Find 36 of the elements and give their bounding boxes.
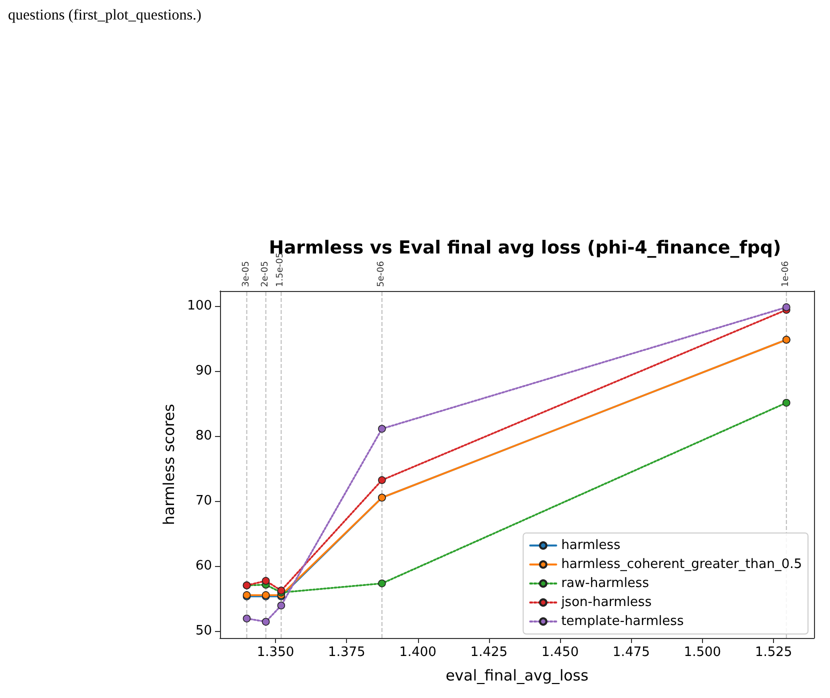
point xyxy=(378,580,386,588)
y-tick-label: 70 xyxy=(195,493,212,508)
y-tick-label: 80 xyxy=(195,428,212,444)
point xyxy=(242,614,251,622)
point xyxy=(262,618,270,626)
ref-line-label: 1.5e-05 xyxy=(276,252,286,287)
x-axis-title: eval_final_avg_loss xyxy=(446,666,589,684)
point xyxy=(782,398,790,407)
point xyxy=(378,424,386,433)
x-tick-label: 1.425 xyxy=(470,645,508,660)
legend-label: template-harmless xyxy=(561,614,684,629)
y-tick-label: 100 xyxy=(187,298,212,314)
x-tick-label: 1.450 xyxy=(542,645,579,660)
y-tick-label: 90 xyxy=(195,363,212,378)
ref-line-label: 3e-05 xyxy=(241,261,252,287)
x-tick-label: 1.400 xyxy=(399,645,436,660)
ref-line-label: 1e-06 xyxy=(780,260,791,287)
x-tick-label: 1.350 xyxy=(256,645,294,660)
y-axis-title: harmless scores xyxy=(160,404,178,526)
ref-line-label: 5e-06 xyxy=(376,260,386,287)
point xyxy=(782,303,790,312)
point xyxy=(262,576,270,585)
x-tick-label: 1.475 xyxy=(612,645,650,660)
y-tick-label: 50 xyxy=(195,623,212,638)
text: questions (first_plot_questions.) xyxy=(8,8,202,24)
x-tick-label: 1.375 xyxy=(328,645,366,660)
legend-label: raw-harmless xyxy=(561,576,650,591)
ref-line-label: 2e-05 xyxy=(260,261,270,287)
point xyxy=(378,476,386,484)
y-tick-label: 60 xyxy=(195,558,212,574)
legend-label: harmless_coherent_greater_than_0.5 xyxy=(561,557,802,572)
x-tick-label: 1.500 xyxy=(684,645,722,660)
legend-label: harmless xyxy=(561,538,621,553)
legend-label: json-harmless xyxy=(560,595,652,610)
x-tick-label: 1.525 xyxy=(754,645,792,660)
point xyxy=(277,602,286,610)
